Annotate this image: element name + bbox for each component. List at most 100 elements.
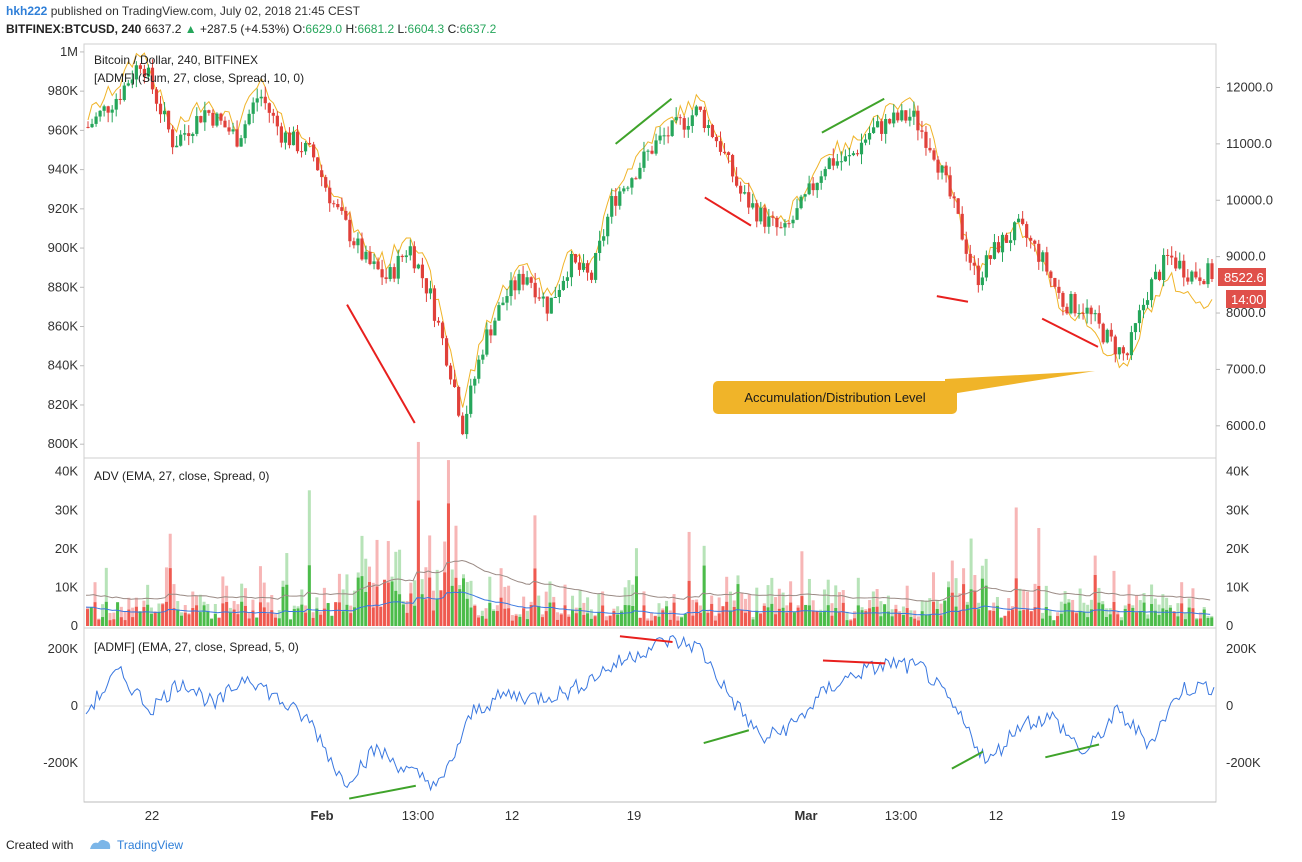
price-axis-tick: 7000.0 <box>1226 361 1266 376</box>
candle-body <box>1202 280 1206 285</box>
candle-body <box>577 262 582 270</box>
candle-body <box>976 265 980 286</box>
time-axis-tick: 19 <box>1111 808 1125 823</box>
candle-body <box>920 130 924 132</box>
volume-bar-bg <box>1135 595 1139 626</box>
volume-bar <box>691 615 695 626</box>
divergence-line-green[interactable] <box>614 97 673 145</box>
candle-body <box>1186 277 1190 282</box>
volume-bar <box>841 602 845 626</box>
candle-body <box>1049 271 1053 278</box>
volume-bar <box>883 604 887 626</box>
divergence-line-red[interactable] <box>936 295 969 303</box>
volume-bar-bg <box>627 580 631 626</box>
volume-bar <box>770 603 774 626</box>
candle-body <box>888 118 892 124</box>
volume-bar-bg <box>582 602 586 626</box>
candle-body <box>360 238 364 260</box>
volume-bar <box>334 602 338 626</box>
divergence-line-green[interactable] <box>703 729 750 745</box>
divergence-line-green[interactable] <box>349 784 416 800</box>
volume-bar <box>119 617 123 626</box>
candle-body <box>336 204 340 208</box>
tradingview-link[interactable]: TradingView <box>117 838 184 852</box>
candle-body <box>811 183 815 191</box>
volume-bar <box>853 618 857 626</box>
candle-body <box>783 223 787 228</box>
divergence-line-red[interactable] <box>704 196 752 227</box>
divergence-line-green[interactable] <box>1045 743 1100 759</box>
volume-bar <box>368 582 372 626</box>
candle-body <box>702 109 706 128</box>
candle-body <box>183 133 187 135</box>
volume-bar-bg <box>371 582 375 626</box>
candle-body <box>1093 313 1097 315</box>
candle-body <box>320 170 324 178</box>
candle-body <box>968 253 972 263</box>
osc-pane-title: [ADMF] (EMA, 27, close, Spread, 5, 0) <box>94 640 299 654</box>
divergence-line-red[interactable] <box>346 304 416 424</box>
volume-bar <box>988 610 992 626</box>
price-candles <box>86 59 1214 439</box>
volume-bar <box>954 606 958 626</box>
candle-body <box>299 151 304 153</box>
volume-bar <box>289 619 293 626</box>
volume-bar-bg <box>830 603 834 626</box>
candle-body <box>940 165 944 173</box>
candle-body <box>594 252 598 280</box>
divergence-line-red[interactable] <box>619 635 673 643</box>
candle-body <box>1065 306 1069 314</box>
volume-bar-bg <box>744 598 748 626</box>
volume-bar-bg <box>905 585 909 626</box>
volume-bar <box>439 590 443 626</box>
volume-bar <box>1168 607 1172 626</box>
candle-body <box>1129 332 1134 356</box>
volume-bar-bg <box>544 591 548 626</box>
osc-axis-tick-left: 200K <box>48 641 79 656</box>
volume-bar <box>698 613 702 626</box>
candle-body <box>1206 263 1210 285</box>
volume-bar-bg <box>800 551 804 626</box>
candle-body <box>569 254 574 278</box>
volume-bar <box>180 615 184 626</box>
candle-body <box>400 255 404 258</box>
volume-bar <box>161 604 165 626</box>
volume-bar <box>322 608 326 626</box>
volume-bar <box>138 611 142 626</box>
chart-canvas[interactable]: 1M 980K 960K 940K 920K 900K 880K 860K 840K 820K 80… <box>0 40 1302 828</box>
symbol-name[interactable]: BITFINEX:BTCUSD, 240 <box>6 22 142 36</box>
volume-bar <box>559 614 563 626</box>
volume-bar <box>631 605 635 626</box>
candle-body <box>481 354 485 360</box>
volume-bar <box>672 602 676 626</box>
volume-bar <box>744 612 748 626</box>
volume-bar-bg <box>337 573 341 626</box>
candle-body <box>348 219 352 242</box>
divergence-line-red[interactable] <box>1041 317 1099 348</box>
volume-bar <box>856 605 860 626</box>
candle-body <box>984 255 988 278</box>
volume-bar <box>950 592 954 626</box>
annotation-box[interactable] <box>713 381 957 414</box>
volume-bar-bg <box>928 598 932 626</box>
osc-pane[interactable] <box>83 627 1217 803</box>
volume-bar <box>713 620 717 626</box>
close-value: 6637.2 <box>459 22 497 36</box>
author-link[interactable]: hkh222 <box>6 4 48 18</box>
time-axis-tick: 12 <box>505 808 519 823</box>
volume-bar <box>488 603 492 626</box>
volume-bar <box>665 606 669 626</box>
price-axis: 12000.0 11000.0 10000.0 9000.0 8000.0 7000.0 6… <box>1216 79 1273 433</box>
volume-bar-bg <box>766 585 770 626</box>
volume-bar-bg <box>431 590 435 626</box>
volume-bar <box>1142 602 1146 626</box>
volume-bar <box>913 618 917 626</box>
candle-body <box>916 110 920 131</box>
volume-bar <box>815 610 819 626</box>
divergence-line-red[interactable] <box>822 659 886 665</box>
divergence-line-green[interactable] <box>951 750 984 770</box>
candle-body <box>364 251 368 260</box>
volume-bar <box>676 620 680 626</box>
divergence-line-green[interactable] <box>821 97 885 134</box>
candle-body <box>424 278 429 294</box>
